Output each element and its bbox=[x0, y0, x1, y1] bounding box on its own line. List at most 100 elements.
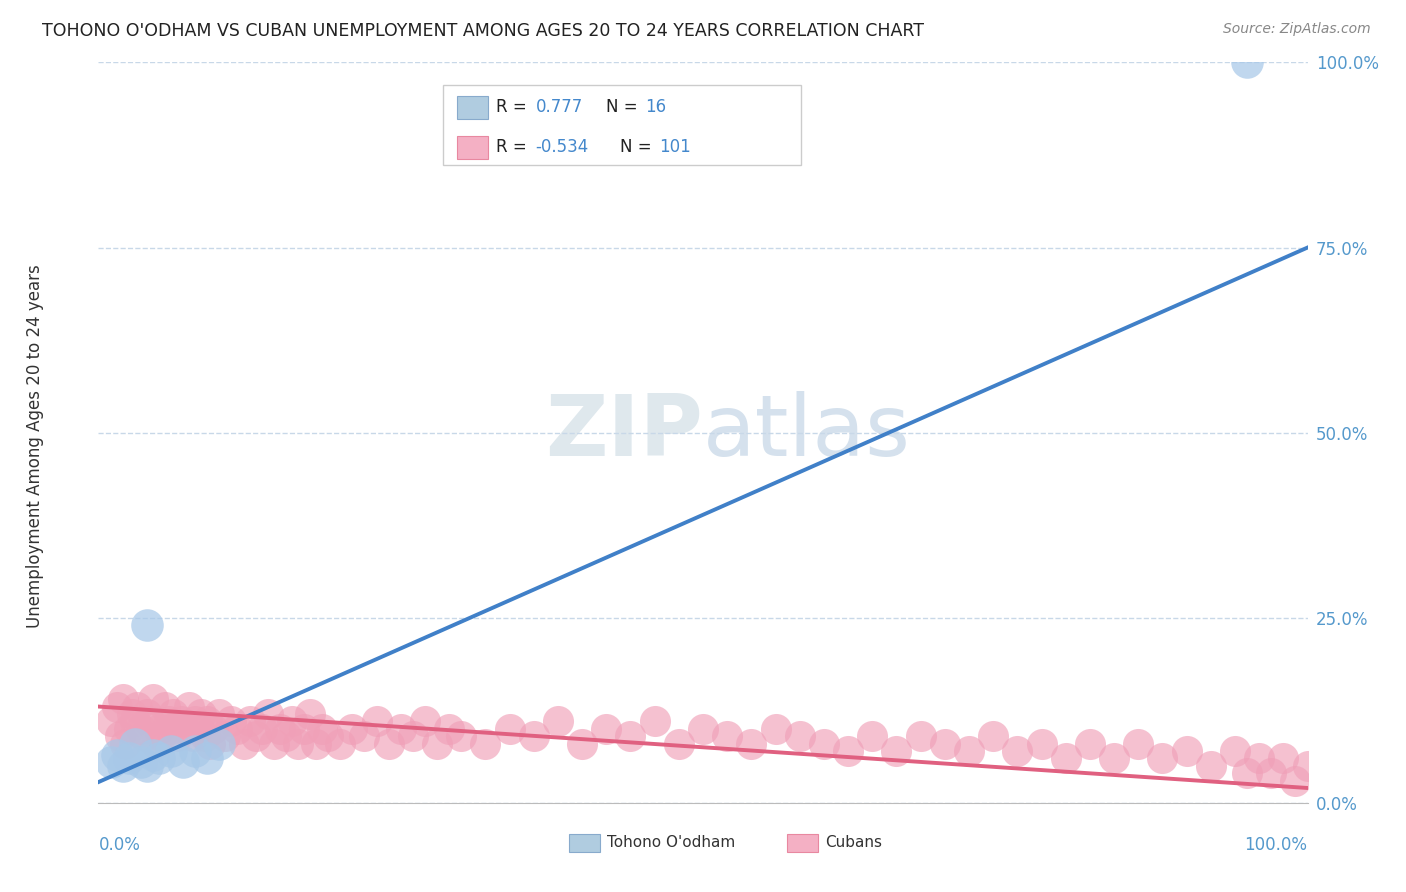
Point bbox=[292, 722, 315, 736]
Point bbox=[127, 699, 149, 714]
Point bbox=[957, 744, 980, 758]
Point bbox=[208, 706, 231, 721]
Text: -0.534: -0.534 bbox=[536, 138, 589, 156]
Point bbox=[124, 737, 146, 751]
Point bbox=[194, 729, 217, 743]
Point bbox=[389, 722, 412, 736]
Point bbox=[129, 722, 152, 736]
Point bbox=[644, 714, 666, 729]
Text: atlas: atlas bbox=[703, 391, 911, 475]
Point bbox=[1054, 751, 1077, 765]
Point bbox=[160, 722, 183, 736]
Text: R =: R = bbox=[496, 98, 533, 116]
Point bbox=[377, 737, 399, 751]
Point bbox=[1236, 55, 1258, 70]
Point bbox=[138, 714, 160, 729]
Point bbox=[172, 722, 194, 736]
Point bbox=[765, 722, 787, 736]
Point bbox=[181, 729, 204, 743]
Point bbox=[169, 714, 191, 729]
Point bbox=[184, 714, 207, 729]
Text: 16: 16 bbox=[645, 98, 666, 116]
Point bbox=[142, 692, 165, 706]
Point bbox=[221, 714, 243, 729]
Point bbox=[135, 618, 157, 632]
Text: 101: 101 bbox=[659, 138, 692, 156]
Point bbox=[413, 714, 436, 729]
Text: Tohono O'odham: Tohono O'odham bbox=[607, 836, 735, 850]
Text: 100.0%: 100.0% bbox=[1244, 836, 1308, 855]
Point bbox=[166, 729, 188, 743]
Point bbox=[135, 758, 157, 772]
Point bbox=[134, 729, 156, 743]
Point bbox=[153, 699, 176, 714]
Point bbox=[239, 714, 262, 729]
Text: N =: N = bbox=[620, 138, 657, 156]
Point bbox=[426, 737, 449, 751]
Point bbox=[1284, 773, 1306, 788]
Point bbox=[740, 737, 762, 751]
Text: Source: ZipAtlas.com: Source: ZipAtlas.com bbox=[1223, 22, 1371, 37]
Point bbox=[187, 722, 209, 736]
Point bbox=[108, 729, 131, 743]
Text: N =: N = bbox=[606, 98, 643, 116]
Point bbox=[148, 751, 170, 765]
Point bbox=[208, 737, 231, 751]
Point bbox=[118, 722, 141, 736]
Point bbox=[1175, 744, 1198, 758]
Point bbox=[135, 706, 157, 721]
Point bbox=[269, 722, 291, 736]
Point bbox=[179, 699, 201, 714]
Point bbox=[450, 729, 472, 743]
Point bbox=[1223, 744, 1246, 758]
Point bbox=[124, 714, 146, 729]
Point bbox=[1272, 751, 1295, 765]
Point bbox=[202, 722, 225, 736]
Text: Unemployment Among Ages 20 to 24 years: Unemployment Among Ages 20 to 24 years bbox=[27, 264, 44, 628]
Point bbox=[547, 714, 569, 729]
Point bbox=[619, 729, 641, 743]
Point bbox=[1152, 751, 1174, 765]
Point bbox=[305, 737, 328, 751]
Point bbox=[118, 751, 141, 765]
Point bbox=[886, 744, 908, 758]
Point bbox=[329, 737, 352, 751]
Point bbox=[860, 729, 883, 743]
Point bbox=[1007, 744, 1029, 758]
Point bbox=[232, 737, 254, 751]
Point bbox=[105, 699, 128, 714]
Point bbox=[910, 729, 932, 743]
Point bbox=[1031, 737, 1053, 751]
Point bbox=[274, 729, 297, 743]
Point bbox=[353, 729, 375, 743]
Point bbox=[668, 737, 690, 751]
Point bbox=[402, 729, 425, 743]
Point bbox=[250, 722, 273, 736]
Point bbox=[934, 737, 956, 751]
Point bbox=[148, 722, 170, 736]
Point bbox=[595, 722, 617, 736]
Point bbox=[111, 758, 134, 772]
Point bbox=[184, 744, 207, 758]
Point bbox=[316, 729, 339, 743]
Point bbox=[571, 737, 593, 751]
Text: 0.777: 0.777 bbox=[536, 98, 583, 116]
Point bbox=[1236, 766, 1258, 780]
Point bbox=[111, 692, 134, 706]
Point bbox=[226, 722, 249, 736]
Point bbox=[1199, 758, 1222, 772]
Point bbox=[523, 729, 546, 743]
Point bbox=[245, 729, 267, 743]
Point bbox=[142, 747, 165, 762]
Point bbox=[172, 755, 194, 769]
Point bbox=[121, 706, 143, 721]
Point bbox=[190, 706, 212, 721]
Point bbox=[114, 737, 136, 751]
Point bbox=[162, 706, 184, 721]
Point bbox=[1078, 737, 1101, 751]
Point bbox=[498, 722, 520, 736]
Point bbox=[157, 714, 180, 729]
Point bbox=[1260, 766, 1282, 780]
Point bbox=[129, 755, 152, 769]
Point bbox=[1296, 758, 1319, 772]
